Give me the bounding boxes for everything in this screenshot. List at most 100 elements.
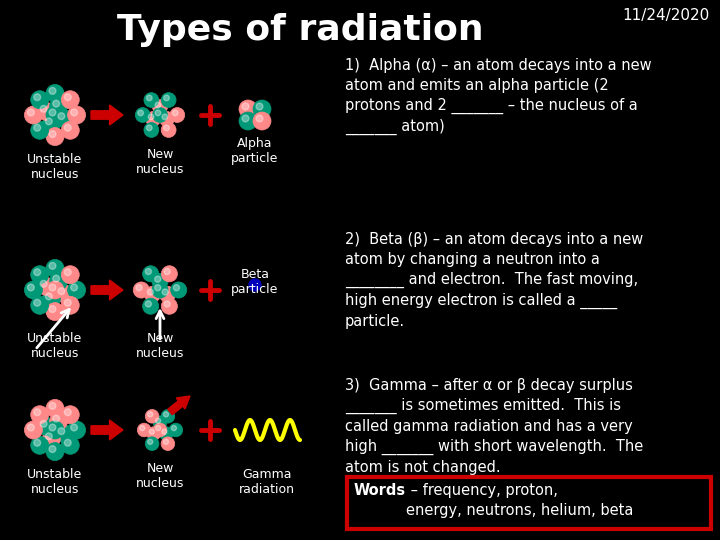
Circle shape (169, 423, 183, 437)
Circle shape (46, 281, 64, 299)
Circle shape (55, 285, 73, 303)
Circle shape (161, 123, 176, 137)
Circle shape (64, 409, 71, 416)
Circle shape (170, 107, 185, 123)
Circle shape (155, 276, 161, 282)
Circle shape (155, 285, 161, 291)
Circle shape (49, 109, 56, 116)
Text: Types of radiation: Types of radiation (117, 13, 483, 47)
Circle shape (159, 112, 174, 126)
Circle shape (174, 285, 179, 291)
Circle shape (64, 94, 71, 100)
Circle shape (50, 412, 68, 430)
Circle shape (42, 430, 60, 448)
Circle shape (163, 412, 168, 417)
Circle shape (155, 102, 161, 108)
Circle shape (45, 433, 53, 440)
Circle shape (71, 284, 78, 291)
Circle shape (153, 107, 168, 123)
Circle shape (55, 110, 73, 127)
Circle shape (46, 302, 64, 321)
Circle shape (34, 94, 40, 100)
Circle shape (34, 409, 40, 416)
Circle shape (161, 266, 177, 282)
Circle shape (46, 127, 64, 146)
Text: – frequency, proton,
energy, neutrons, helium, beta: – frequency, proton, energy, neutrons, h… (406, 483, 634, 518)
Circle shape (138, 423, 151, 437)
Circle shape (61, 436, 79, 454)
Circle shape (49, 262, 56, 269)
Text: Alpha
particle: Alpha particle (231, 137, 279, 165)
Circle shape (149, 429, 154, 434)
Circle shape (46, 106, 64, 124)
Circle shape (162, 429, 167, 434)
Circle shape (49, 87, 56, 94)
Circle shape (27, 284, 35, 291)
Circle shape (40, 280, 47, 287)
Circle shape (34, 269, 40, 275)
Circle shape (61, 266, 79, 284)
Circle shape (46, 84, 64, 103)
Text: Beta
particle: Beta particle (231, 268, 279, 296)
Circle shape (161, 437, 175, 450)
Circle shape (163, 125, 169, 131)
Circle shape (153, 100, 168, 114)
Circle shape (253, 100, 271, 118)
Circle shape (148, 289, 153, 295)
Circle shape (46, 259, 64, 278)
Circle shape (239, 100, 257, 118)
FancyArrow shape (168, 396, 190, 415)
Circle shape (46, 421, 64, 439)
Circle shape (49, 402, 56, 409)
Circle shape (172, 110, 178, 116)
Circle shape (162, 114, 168, 120)
Text: Unstable
nucleus: Unstable nucleus (27, 153, 83, 181)
Circle shape (31, 266, 49, 284)
Circle shape (242, 103, 249, 110)
Circle shape (45, 118, 53, 125)
Circle shape (27, 424, 35, 431)
Circle shape (148, 412, 153, 417)
Circle shape (138, 110, 143, 116)
Circle shape (144, 123, 159, 137)
Circle shape (152, 282, 168, 298)
Circle shape (24, 421, 42, 439)
Circle shape (171, 426, 176, 431)
Circle shape (42, 290, 60, 308)
Circle shape (163, 439, 168, 444)
Circle shape (42, 115, 60, 133)
FancyArrow shape (91, 280, 123, 300)
Text: 3)  Gamma – after α or β decay surplus
_______ is sometimes emitted.  This is
ca: 3) Gamma – after α or β decay surplus __… (345, 378, 643, 475)
Circle shape (24, 281, 42, 299)
Text: New
nucleus: New nucleus (136, 148, 184, 176)
Circle shape (64, 440, 71, 446)
Circle shape (53, 275, 60, 282)
Circle shape (253, 112, 271, 130)
Circle shape (45, 293, 53, 300)
Circle shape (34, 440, 40, 446)
Text: New
nucleus: New nucleus (136, 462, 184, 490)
Circle shape (58, 428, 65, 435)
Circle shape (256, 115, 263, 122)
Circle shape (155, 110, 161, 116)
Text: Unstable
nucleus: Unstable nucleus (27, 468, 83, 496)
Circle shape (135, 107, 150, 123)
Circle shape (31, 122, 49, 139)
FancyArrow shape (91, 105, 123, 125)
Circle shape (40, 105, 47, 112)
Circle shape (61, 122, 79, 139)
Circle shape (37, 417, 55, 435)
Circle shape (256, 103, 263, 110)
Circle shape (49, 306, 56, 313)
Circle shape (148, 114, 154, 120)
Circle shape (147, 427, 161, 441)
Circle shape (71, 109, 78, 116)
Circle shape (46, 443, 64, 461)
Circle shape (68, 106, 86, 124)
Circle shape (164, 301, 170, 307)
Circle shape (143, 266, 158, 282)
Circle shape (140, 426, 145, 431)
Circle shape (24, 106, 42, 124)
Circle shape (64, 124, 71, 131)
Circle shape (46, 400, 64, 417)
